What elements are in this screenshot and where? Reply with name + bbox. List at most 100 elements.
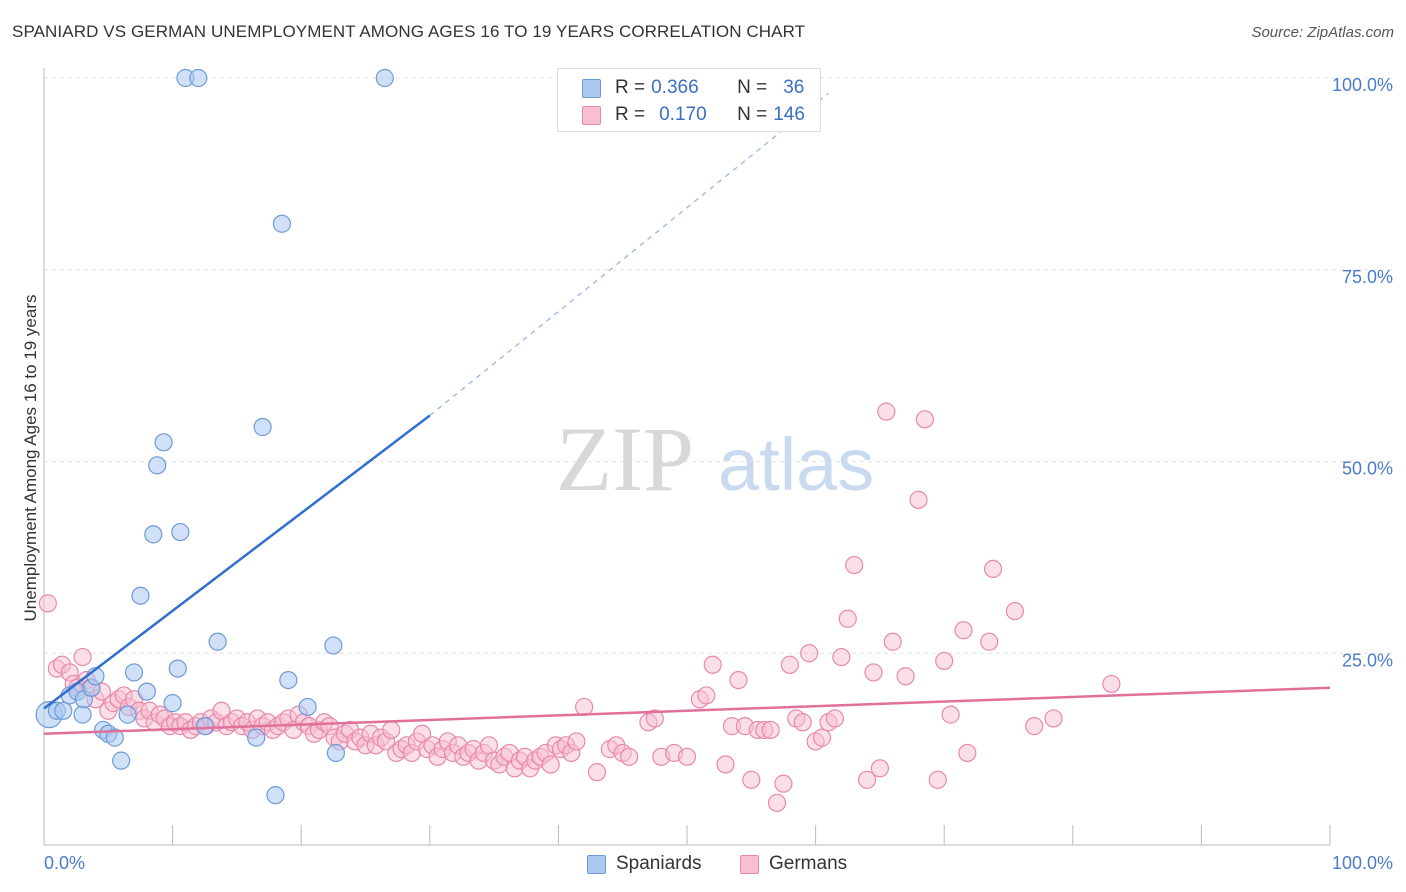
spaniard-point (298, 697, 317, 717)
spaniard-point (154, 433, 173, 452)
german-point (645, 709, 664, 728)
watermark-zip: ZIP (556, 408, 694, 510)
spaniard-point (124, 663, 144, 682)
spaniards-trend-extension (429, 92, 829, 416)
german-point (541, 755, 560, 774)
legend-row-germans: R = 0.170 N = 146 (582, 104, 805, 126)
spaniard-point (195, 717, 214, 736)
german-point (1044, 709, 1063, 728)
r-label: R = (615, 77, 646, 98)
legend-item-spaniards: Spaniards (587, 852, 702, 876)
german-point (479, 736, 499, 755)
german-point (793, 713, 812, 732)
spaniard-point (54, 701, 73, 720)
german-point (958, 743, 977, 763)
y-tick-label: 50.0% (1342, 459, 1393, 479)
german-point (877, 402, 896, 421)
spaniard-point (105, 728, 124, 747)
german-point (73, 647, 92, 667)
spaniard-point (168, 659, 187, 678)
spaniard-point (279, 670, 298, 690)
german-point (935, 651, 954, 671)
german-point (915, 410, 935, 429)
german-point (825, 709, 844, 728)
spaniard-point (189, 68, 208, 88)
spaniard-point (163, 694, 182, 713)
correlation-legend: R = 0.366 N = 36 R = 0.170 N = 146 (557, 68, 821, 132)
spaniard-point (272, 214, 292, 233)
source-label: Source: ZipAtlas.com (1251, 24, 1394, 41)
german-point (382, 720, 401, 740)
german-point (716, 755, 735, 774)
german-point (620, 747, 639, 766)
german-point (954, 621, 973, 640)
german-point (857, 770, 877, 789)
german-point (703, 655, 722, 674)
legend-label: Germans (769, 853, 848, 874)
tick-labels: 25.0% 50.0% 75.0% 100.0% 0.0% 100.0% (44, 75, 1393, 873)
german-point (567, 732, 586, 751)
german-point (780, 655, 799, 674)
german-point (677, 747, 697, 766)
n-value: 146 (773, 104, 805, 125)
r-value: 0.366 (651, 77, 699, 98)
legend-row-spaniards: R = 0.366 N = 36 (582, 77, 804, 99)
spaniard-point (375, 68, 394, 88)
german-point (587, 763, 607, 782)
y-tick-label: 75.0% (1342, 267, 1393, 287)
german-point (729, 670, 748, 690)
german-point (697, 686, 716, 705)
y-tick-label: 25.0% (1342, 650, 1393, 670)
german-point (812, 728, 832, 747)
german-point (864, 663, 883, 682)
n-value: 36 (783, 77, 805, 98)
german-point (896, 667, 915, 686)
german-point (1005, 601, 1025, 621)
spaniard-point (253, 417, 272, 437)
spaniard-point (144, 525, 163, 544)
german-point (575, 697, 594, 717)
german-point (983, 559, 1003, 578)
spaniard-point (171, 522, 190, 542)
german-point (941, 705, 960, 724)
german-point (845, 555, 864, 575)
y-axis-label: Unemployment Among Ages 16 to 19 years (21, 295, 40, 622)
germans-swatch (740, 854, 759, 874)
german-point (928, 770, 947, 789)
german-point (774, 774, 793, 793)
german-point (800, 644, 819, 663)
spaniard-point (137, 682, 156, 701)
spaniards-trend-line (43, 414, 431, 710)
german-point (767, 793, 787, 812)
trend-lines (43, 92, 1331, 736)
german-point (1102, 674, 1121, 694)
spaniard-point (324, 636, 343, 655)
german-point (38, 594, 57, 613)
spaniard-point (118, 705, 137, 724)
n-label: N = (737, 77, 768, 98)
spaniards-points (35, 68, 394, 805)
german-point (761, 720, 780, 740)
germans-trend-line (43, 686, 1331, 736)
german-point (883, 632, 902, 651)
spaniards-swatch (582, 78, 601, 98)
x-tick-label: 0.0% (44, 853, 85, 873)
watermark-atlas: atlas (718, 423, 874, 506)
spaniard-point (247, 728, 266, 747)
gridlines (44, 77, 1392, 654)
spaniard-point (112, 751, 131, 770)
r-label: R = (615, 104, 646, 125)
spaniard-point (73, 705, 92, 724)
legend-item-germans: Germans (740, 852, 847, 876)
y-tick-label: 100.0% (1332, 75, 1393, 95)
spaniard-point (148, 456, 167, 475)
chart-title: SPANIARD VS GERMAN UNEMPLOYMENT AMONG AG… (12, 22, 806, 41)
spaniards-swatch (587, 854, 606, 874)
n-label: N = (737, 104, 768, 125)
spaniard-point (266, 786, 285, 805)
german-point (909, 490, 928, 509)
german-point (870, 759, 890, 778)
r-value: 0.170 (659, 104, 707, 125)
german-point (838, 609, 857, 628)
